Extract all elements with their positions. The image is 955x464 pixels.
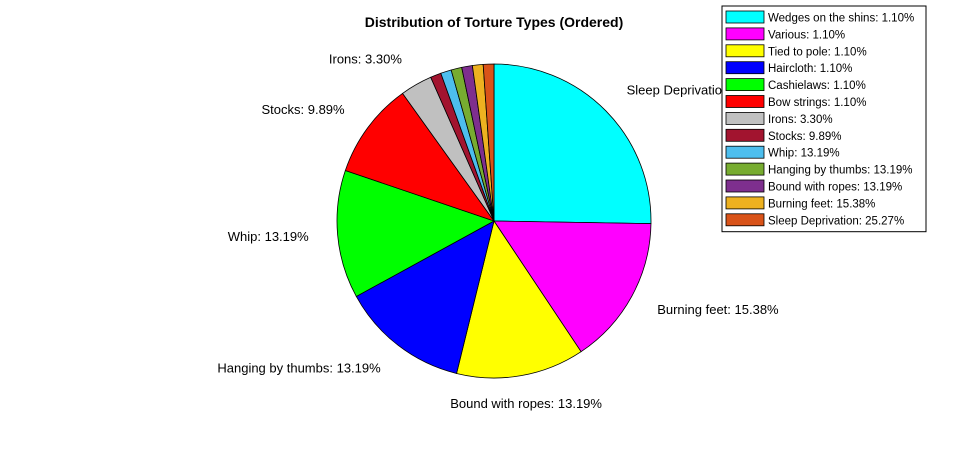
slice-label-hanging-by-thumbs: Hanging by thumbs: 13.19% <box>217 361 381 376</box>
legend-swatch <box>725 196 765 210</box>
chart-title: Distribution of Torture Types (Ordered) <box>365 14 624 30</box>
pie-slice-wedges-on-the-shins <box>482 63 495 222</box>
slice-label-burning-feet: Burning feet: 15.38% <box>657 302 779 317</box>
slice-label-stocks: Stocks: 9.89% <box>261 102 345 117</box>
legend-entry-label: Hanging by thumbs: 13.19% <box>768 165 912 177</box>
slice-label-bound-with-ropes: Bound with ropes: 13.19% <box>450 396 602 411</box>
legend-swatch <box>725 128 765 142</box>
pie-slice-whip <box>336 169 495 297</box>
legend: Wedges on the shins: 1.10% Various: 1.10%… <box>721 5 927 233</box>
legend-entry-label: Various: 1.10% <box>768 29 845 41</box>
legend-swatch <box>725 179 765 193</box>
legend-swatch <box>725 112 765 125</box>
legend-swatch <box>725 162 765 176</box>
pie-slice-stocks <box>344 92 496 222</box>
legend-entry-label: Irons: 3.30% <box>768 114 833 126</box>
legend-entry-label: Bound with ropes: 13.19% <box>768 182 902 194</box>
legend-swatch <box>725 95 765 108</box>
slice-label-whip: Whip: 13.19% <box>228 229 309 244</box>
legend-swatch <box>725 61 765 75</box>
legend-swatch <box>725 27 765 41</box>
legend-swatch <box>725 44 765 58</box>
pie-slice-sleep-deprivation <box>493 63 652 225</box>
legend-entry-label: Bow strings: 1.10% <box>768 97 866 109</box>
slice-labels: Sleep Deprivation: 25.27%Burning feet: 1… <box>217 51 781 411</box>
legend-entry-label: Haircloth: 1.10% <box>768 63 852 75</box>
legend-entry-label: Tied to pole: 1.10% <box>768 46 867 58</box>
pie-slice-bound-with-ropes <box>456 220 582 379</box>
legend-swatch <box>725 145 765 159</box>
legend-entry-label: Burning feet: 15.38% <box>768 198 875 210</box>
legend-entry-label: Sleep Deprivation: 25.27% <box>768 215 904 227</box>
legend-entry-label: Wedges on the shins: 1.10% <box>768 13 914 25</box>
slice-label-irons: Irons: 3.30% <box>329 51 402 66</box>
legend-swatch <box>725 213 765 227</box>
legend-entry-label: Whip: 13.19% <box>768 148 840 160</box>
pie-slice-burning-feet <box>493 220 652 353</box>
legend-entry-label: Cashielaws: 1.10% <box>768 80 866 92</box>
pie-slice-hanging-by-thumbs <box>355 220 495 374</box>
legend-swatch <box>725 10 765 24</box>
legend-swatch <box>725 78 765 91</box>
legend-entry-label: Stocks: 9.89% <box>768 131 842 143</box>
pie-slices <box>336 63 652 379</box>
